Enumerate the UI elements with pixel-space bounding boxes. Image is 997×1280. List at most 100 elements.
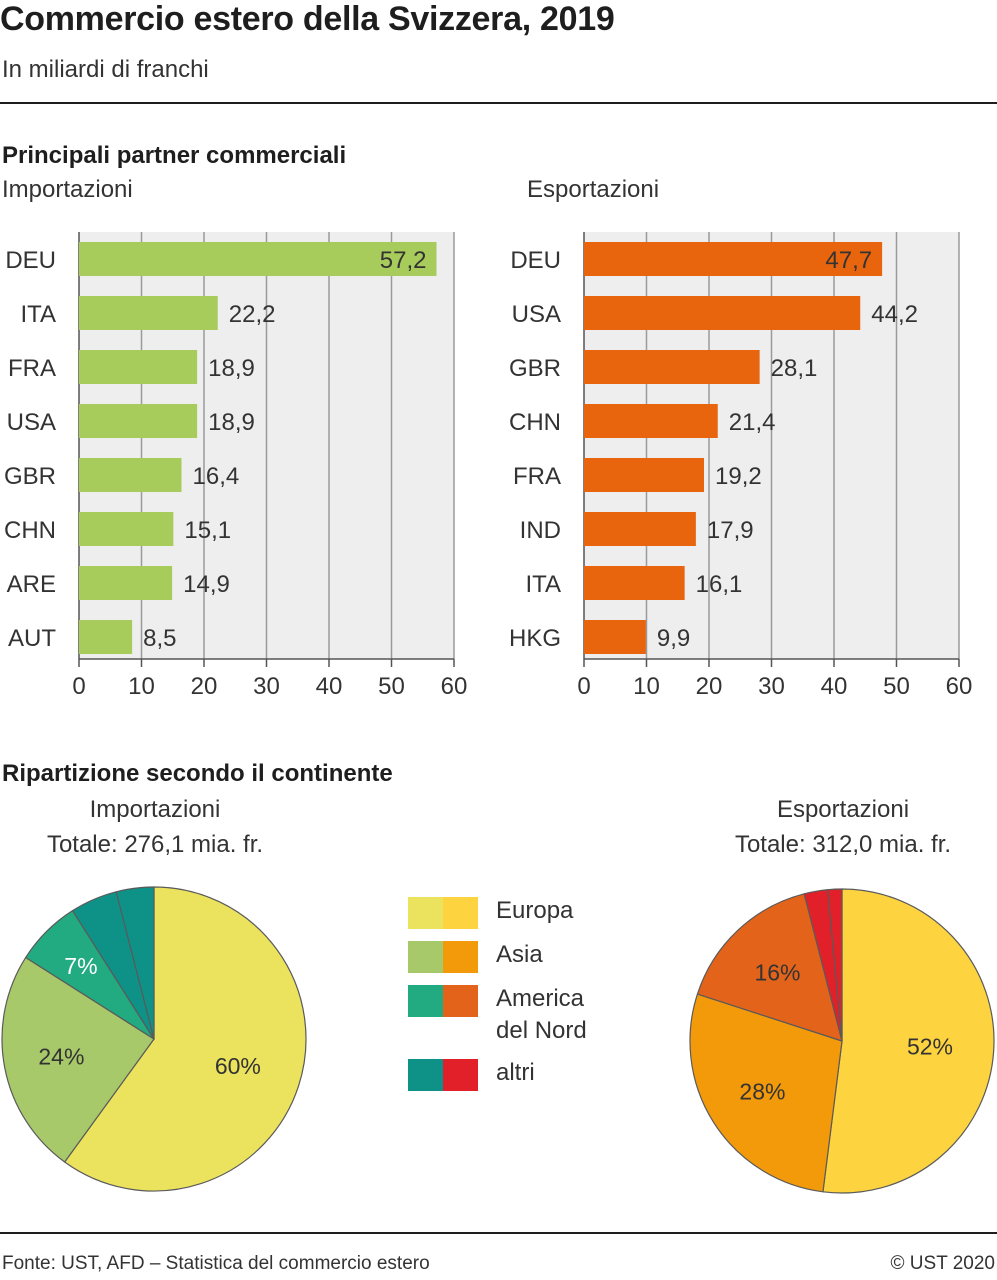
import-value-label: 18,9 <box>208 409 255 436</box>
export-value-label: 17,9 <box>707 517 754 544</box>
import-value-label: 8,5 <box>143 625 176 652</box>
export-bar <box>584 512 696 546</box>
export-value-label: 44,2 <box>871 301 918 328</box>
export-pie-chart: 52% 28% 16% <box>689 888 995 1194</box>
import-category-label: GBR <box>4 463 56 490</box>
legend-label: Asia <box>496 941 543 968</box>
export-category-label: DEU <box>510 247 561 274</box>
legend-label: America del Nord <box>496 985 587 1044</box>
export-x-tick-label: 30 <box>758 673 785 700</box>
export-value-label: 9,9 <box>657 625 690 652</box>
export-x-tick-label: 40 <box>821 673 848 700</box>
export-bar <box>584 566 685 600</box>
legend-swatch-import <box>408 985 443 1017</box>
export-category-label: CHN <box>509 409 561 436</box>
legend-swatch-export <box>443 897 478 929</box>
import-category-label: ARE <box>7 571 56 598</box>
import-pie-slice-label: 24% <box>38 1044 84 1070</box>
chart-title: Commercio estero della Svizzera, 2019 <box>0 0 615 38</box>
import-x-tick-label: 20 <box>191 673 218 700</box>
legend-swatch-import <box>408 941 443 973</box>
export-bar <box>584 296 861 330</box>
export-bar <box>584 350 760 384</box>
import-pie-slice-label: 7% <box>64 953 97 979</box>
import-pie-title: Importazioni <box>89 796 221 823</box>
import-pie-slice <box>115 886 155 1040</box>
import-pie-slice-label: 60% <box>215 1053 261 1079</box>
export-pie-slice-label: 28% <box>739 1078 785 1104</box>
export-pie-slice <box>822 888 995 1194</box>
export-category-label: HKG <box>509 625 561 652</box>
import-category-label: ITA <box>20 301 56 328</box>
export-bar-chart: 0 10 20 30 40 50 60 DEU 47,7 USA 44,2 GBR 28,1 CHN 21,… <box>509 232 973 700</box>
export-pie-slice-label: 16% <box>754 959 800 985</box>
export-value-label: 16,1 <box>696 571 743 598</box>
import-pie-chart: 60% 24% 7% <box>1 886 307 1192</box>
import-bar <box>79 404 198 438</box>
import-value-label: 15,1 <box>184 517 231 544</box>
import-bar <box>79 458 182 492</box>
legend-swatch-import <box>408 897 443 929</box>
legend-swatch-export <box>443 941 478 973</box>
import-value-label: 22,2 <box>229 301 276 328</box>
copyright-note: © UST 2020 <box>890 1253 995 1274</box>
legend-swatch-export <box>443 1059 478 1091</box>
export-value-label: 28,1 <box>771 355 818 382</box>
import-bar <box>79 620 133 654</box>
import-category-label: FRA <box>8 355 56 382</box>
import-x-tick-label: 10 <box>128 673 155 700</box>
import-category-label: AUT <box>8 625 56 652</box>
import-bar-chart: 0 10 20 30 40 50 60 DEU 57,2 ITA 22,2 FRA 18,9 USA 18,… <box>4 232 468 700</box>
export-bar <box>584 404 718 438</box>
chart-subtitle: In miliardi di franchi <box>2 56 209 83</box>
import-value-label: 57,2 <box>380 247 427 274</box>
export-x-tick-label: 50 <box>883 673 910 700</box>
export-x-tick-label: 10 <box>633 673 660 700</box>
import-pie-slice <box>1 956 155 1163</box>
export-pie-slice <box>696 893 843 1042</box>
export-pie-title: Esportazioni <box>776 796 910 823</box>
legend-label: altri <box>496 1059 535 1086</box>
import-bar <box>79 566 173 600</box>
export-pie-total: Totale: 312,0 mia. fr. <box>734 831 952 858</box>
import-bar <box>79 242 437 276</box>
export-x-tick-label: 60 <box>946 673 973 700</box>
import-value-label: 16,4 <box>193 463 240 490</box>
import-category-label: DEU <box>5 247 56 274</box>
export-pie-slice <box>827 888 843 1042</box>
export-value-label: 21,4 <box>729 409 776 436</box>
import-value-label: 14,9 <box>183 571 230 598</box>
export-category-label: ITA <box>525 571 561 598</box>
import-bar <box>79 350 198 384</box>
legend-swatch-import <box>408 1059 443 1091</box>
export-category-label: FRA <box>513 463 561 490</box>
import-pie-slice <box>64 886 307 1192</box>
export-bar-title: Esportazioni <box>527 176 660 203</box>
import-x-tick-label: 0 <box>72 673 85 700</box>
import-x-tick-label: 50 <box>378 673 405 700</box>
import-bar <box>79 296 218 330</box>
import-category-label: USA <box>7 409 56 436</box>
legend-label: Europa <box>496 897 574 924</box>
export-bar <box>584 458 704 492</box>
import-bar <box>79 512 174 546</box>
export-category-label: IND <box>520 517 561 544</box>
export-pie-slice-label: 52% <box>907 1034 953 1060</box>
import-value-label: 18,9 <box>208 355 255 382</box>
export-category-label: USA <box>512 301 561 328</box>
export-bar <box>584 242 883 276</box>
export-value-label: 47,7 <box>825 247 872 274</box>
import-x-tick-label: 60 <box>441 673 468 700</box>
source-note: Fonte: UST, AFD – Statistica del commerc… <box>2 1253 430 1274</box>
section-title-partners: Principali partner commerciali <box>2 142 347 169</box>
export-x-tick-label: 20 <box>696 673 723 700</box>
import-bar-title: Importazioni <box>2 176 133 203</box>
export-pie-slice <box>689 993 843 1193</box>
top-divider <box>0 102 997 104</box>
bottom-divider <box>0 1232 997 1234</box>
export-bar <box>584 620 646 654</box>
import-x-tick-label: 30 <box>253 673 280 700</box>
import-x-tick-label: 40 <box>316 673 343 700</box>
export-value-label: 19,2 <box>715 463 762 490</box>
section-title-continents: Ripartizione secondo il continente <box>2 760 393 787</box>
